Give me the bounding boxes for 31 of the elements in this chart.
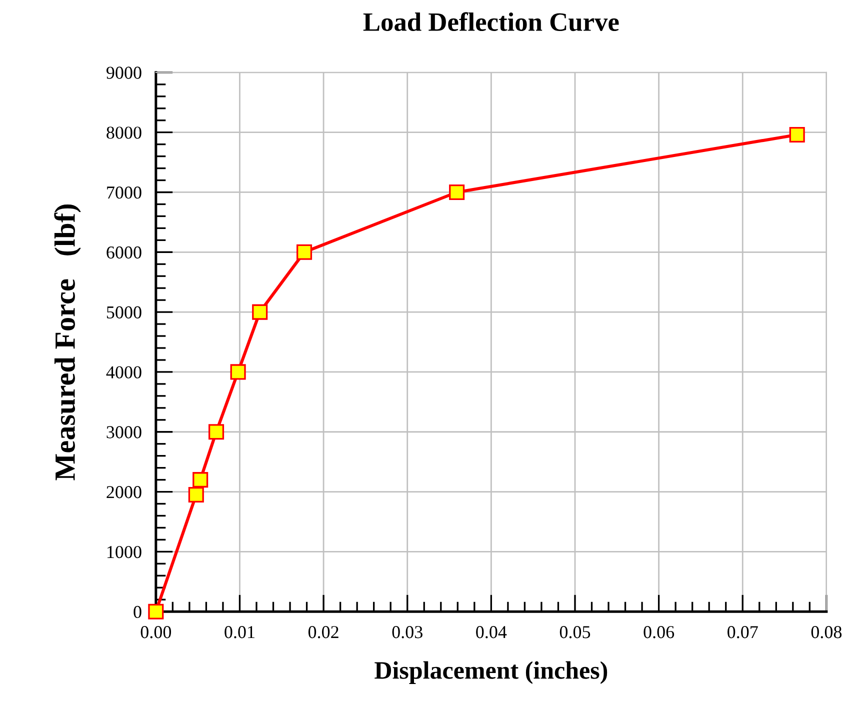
x-tick-label: 0.04 [476, 626, 507, 638]
point [188, 487, 204, 503]
x-axis-title: Displacement (inches) [374, 661, 608, 684]
chart-title: Load Deflection Curve [363, 12, 619, 32]
x-tick-label: 0.01 [224, 626, 254, 638]
x-tick-label: 0.08 [811, 626, 842, 638]
x-tick-label: 0.02 [308, 626, 338, 638]
y-tick-label: 0 [134, 606, 142, 618]
point [148, 604, 164, 620]
y-tick-label: 3000 [106, 426, 142, 438]
x-tick-label: 0.07 [728, 626, 758, 638]
point [230, 364, 246, 380]
x-tick-label: 0.00 [140, 626, 172, 638]
y-tick-label: 5000 [106, 306, 142, 318]
y-tick-label: 6000 [106, 246, 142, 259]
point [296, 244, 312, 260]
point [208, 424, 224, 440]
point [252, 304, 268, 320]
y-tick-label: 9000 [106, 66, 142, 79]
y-tick-label: 4000 [106, 366, 142, 378]
x-tick-label: 0.06 [644, 626, 674, 638]
x-tick-label: 0.03 [392, 626, 422, 638]
point [789, 126, 805, 142]
point [449, 184, 465, 200]
y-tick-label: 7000 [107, 186, 142, 199]
x-tick-label: 0.05 [560, 626, 590, 638]
y-tick-label: 8000 [106, 126, 142, 139]
point [192, 472, 208, 488]
y-axis-title: Measured Force (lbf) [54, 204, 81, 480]
y-tick-label: 2000 [106, 486, 142, 498]
y-tick-label: 1000 [108, 546, 142, 558]
